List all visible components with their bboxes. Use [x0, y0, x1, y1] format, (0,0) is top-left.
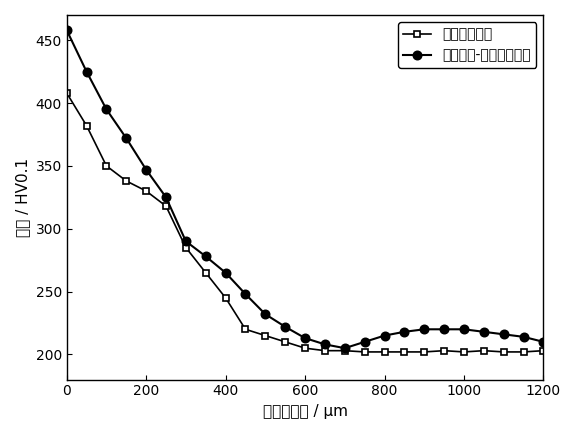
电致塑性-超声滚压耦合 — [540, 339, 547, 345]
电致塑性-超声滚压耦合 — [342, 345, 348, 351]
单纯超声滚压 — [282, 339, 289, 345]
单纯超声滚压 — [103, 163, 110, 168]
单纯超声滚压 — [183, 245, 190, 250]
Y-axis label: 硬度 / HV0.1: 硬度 / HV0.1 — [15, 158, 30, 237]
单纯超声滚压 — [500, 349, 507, 355]
单纯超声滚压 — [83, 123, 90, 128]
单纯超声滚压 — [480, 348, 487, 353]
电致塑性-超声滚压耦合 — [302, 335, 309, 341]
单纯超声滚压 — [162, 204, 169, 209]
电致塑性-超声滚压耦合 — [222, 270, 229, 275]
单纯超声滚压 — [441, 348, 448, 353]
Legend: 单纯超声滚压, 电致塑性-超声滚压耦合: 单纯超声滚压, 电致塑性-超声滚压耦合 — [398, 22, 536, 68]
单纯超声滚压 — [381, 349, 388, 355]
Line: 单纯超声滚压: 单纯超声滚压 — [63, 89, 547, 355]
单纯超声滚压 — [63, 90, 70, 95]
单纯超声滚压 — [302, 345, 309, 351]
电致塑性-超声滚压耦合 — [183, 239, 190, 244]
电致塑性-超声滚压耦合 — [262, 312, 269, 317]
单纯超声滚压 — [262, 333, 269, 338]
电致塑性-超声滚压耦合 — [242, 292, 249, 297]
电致塑性-超声滚压耦合 — [421, 327, 428, 332]
电致塑性-超声滚压耦合 — [321, 342, 328, 347]
电致塑性-超声滚压耦合 — [520, 334, 527, 339]
电致塑性-超声滚压耦合 — [401, 329, 408, 335]
单纯超声滚压 — [421, 349, 428, 355]
单纯超声滚压 — [361, 349, 368, 355]
单纯超声滚压 — [123, 178, 130, 184]
电致塑性-超声滚压耦合 — [461, 327, 468, 332]
电致塑性-超声滚压耦合 — [83, 69, 90, 74]
单纯超声滚压 — [321, 348, 328, 353]
电致塑性-超声滚压耦合 — [103, 107, 110, 112]
电致塑性-超声滚压耦合 — [202, 254, 209, 259]
电致塑性-超声滚压耦合 — [282, 324, 289, 329]
电致塑性-超声滚压耦合 — [143, 167, 150, 172]
X-axis label: 距表面深度 / μm: 距表面深度 / μm — [263, 404, 347, 419]
单纯超声滚压 — [401, 349, 408, 355]
电致塑性-超声滚压耦合 — [381, 333, 388, 338]
单纯超声滚压 — [143, 188, 150, 194]
电致塑性-超声滚压耦合 — [162, 195, 169, 200]
电致塑性-超声滚压耦合 — [361, 339, 368, 345]
电致塑性-超声滚压耦合 — [123, 135, 130, 141]
单纯超声滚压 — [540, 348, 547, 353]
单纯超声滚压 — [520, 349, 527, 355]
单纯超声滚压 — [202, 270, 209, 275]
电致塑性-超声滚压耦合 — [63, 27, 70, 33]
电致塑性-超声滚压耦合 — [500, 332, 507, 337]
Line: 电致塑性-超声滚压耦合: 电致塑性-超声滚压耦合 — [63, 26, 548, 352]
电致塑性-超声滚压耦合 — [480, 329, 487, 335]
单纯超声滚压 — [461, 349, 468, 355]
单纯超声滚压 — [342, 348, 348, 353]
单纯超声滚压 — [242, 327, 249, 332]
单纯超声滚压 — [222, 295, 229, 300]
电致塑性-超声滚压耦合 — [441, 327, 448, 332]
